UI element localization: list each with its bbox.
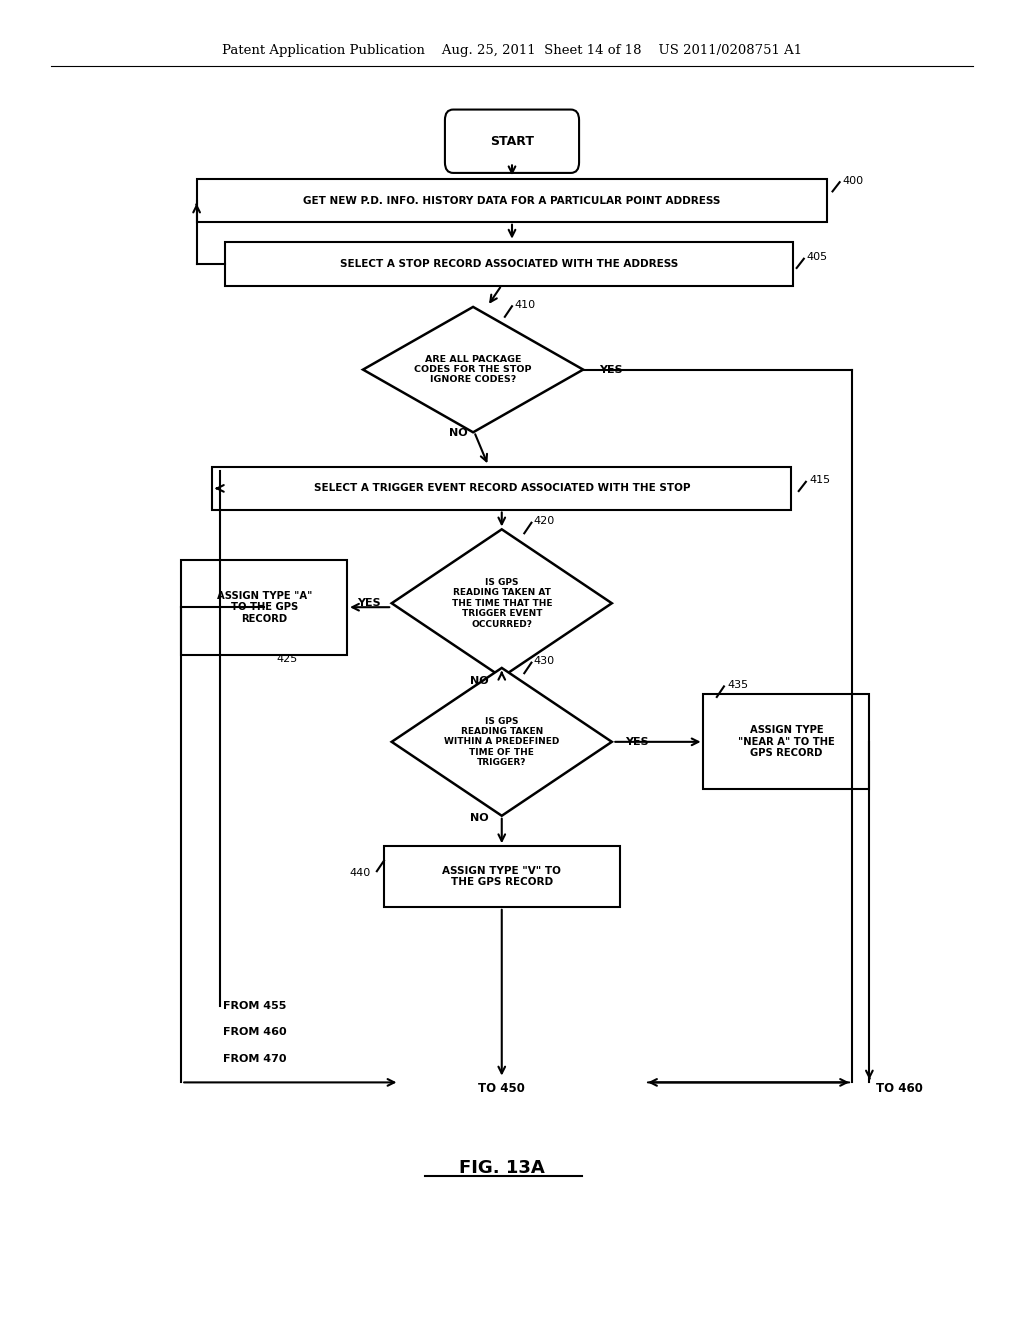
Text: FROM 460: FROM 460 [223,1027,287,1038]
Text: ASSIGN TYPE "V" TO
THE GPS RECORD: ASSIGN TYPE "V" TO THE GPS RECORD [442,866,561,887]
Text: YES: YES [357,598,381,609]
Bar [213,466,791,510]
Text: ASSIGN TYPE
"NEAR A" TO THE
GPS RECORD: ASSIGN TYPE "NEAR A" TO THE GPS RECORD [738,725,835,759]
Polygon shape [391,668,612,816]
Text: NO: NO [470,676,488,686]
Text: 420: 420 [534,516,555,527]
Bar [703,694,869,789]
Text: START: START [490,135,534,148]
Text: 415: 415 [809,475,830,486]
Bar [181,560,347,655]
Text: SELECT A STOP RECORD ASSOCIATED WITH THE ADDRESS: SELECT A STOP RECORD ASSOCIATED WITH THE… [340,259,678,269]
Text: 400: 400 [843,176,864,186]
Text: SELECT A TRIGGER EVENT RECORD ASSOCIATED WITH THE STOP: SELECT A TRIGGER EVENT RECORD ASSOCIATED… [313,483,690,494]
Text: Patent Application Publication    Aug. 25, 2011  Sheet 14 of 18    US 2011/02087: Patent Application Publication Aug. 25, … [222,44,802,57]
Text: TO 450: TO 450 [478,1082,525,1096]
Text: FROM 470: FROM 470 [223,1053,287,1064]
Text: GET NEW P.D. INFO. HISTORY DATA FOR A PARTICULAR POINT ADDRESS: GET NEW P.D. INFO. HISTORY DATA FOR A PA… [303,195,721,206]
Text: FIG. 13A: FIG. 13A [459,1159,545,1177]
Text: ARE ALL PACKAGE
CODES FOR THE STOP
IGNORE CODES?: ARE ALL PACKAGE CODES FOR THE STOP IGNOR… [415,355,531,384]
Text: NO: NO [470,813,488,824]
Text: 440: 440 [349,867,371,878]
Bar [384,846,620,907]
Text: YES: YES [625,737,648,747]
Text: 405: 405 [807,252,828,263]
Text: 430: 430 [534,656,555,667]
Text: IS GPS
READING TAKEN
WITHIN A PREDEFINED
TIME OF THE
TRIGGER?: IS GPS READING TAKEN WITHIN A PREDEFINED… [444,717,559,767]
Text: IS GPS
READING TAKEN AT
THE TIME THAT THE
TRIGGER EVENT
OCCURRED?: IS GPS READING TAKEN AT THE TIME THAT TH… [452,578,552,628]
FancyBboxPatch shape [444,110,580,173]
Text: 410: 410 [514,300,536,310]
Polygon shape [364,308,584,433]
Text: NO: NO [450,428,468,438]
Text: FROM 455: FROM 455 [223,1001,287,1011]
Polygon shape [391,529,612,677]
Text: 435: 435 [727,680,749,690]
Text: 425: 425 [276,653,298,664]
Bar [224,243,793,286]
Bar [197,180,827,223]
Text: ASSIGN TYPE "A"
TO THE GPS
RECORD: ASSIGN TYPE "A" TO THE GPS RECORD [216,590,312,624]
Text: TO 460: TO 460 [876,1082,923,1096]
Text: YES: YES [599,364,623,375]
